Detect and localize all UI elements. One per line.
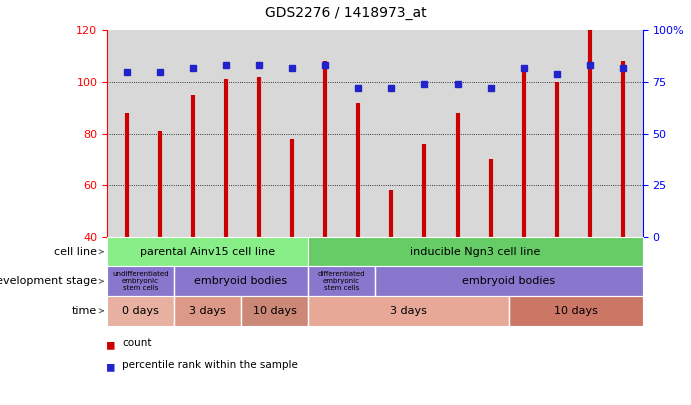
Text: 3 days: 3 days — [390, 306, 427, 316]
Bar — [308, 266, 375, 296]
Bar — [174, 266, 308, 296]
Text: inducible Ngn3 cell line: inducible Ngn3 cell line — [410, 247, 540, 257]
Text: 10 days: 10 days — [252, 306, 296, 316]
Text: development stage: development stage — [0, 276, 97, 286]
Bar — [308, 296, 509, 326]
Text: ■: ■ — [107, 338, 115, 351]
Text: differentiated
embryonic
stem cells: differentiated embryonic stem cells — [318, 271, 365, 291]
Text: ■: ■ — [107, 360, 115, 373]
Text: time: time — [71, 306, 97, 316]
Text: 10 days: 10 days — [553, 306, 598, 316]
Text: 3 days: 3 days — [189, 306, 226, 316]
Bar — [107, 296, 174, 326]
Bar — [107, 266, 174, 296]
Text: GDS2276 / 1418973_at: GDS2276 / 1418973_at — [265, 6, 426, 20]
Text: 0 days: 0 days — [122, 306, 159, 316]
Text: percentile rank within the sample: percentile rank within the sample — [122, 360, 299, 370]
Text: embryoid bodies: embryoid bodies — [194, 276, 287, 286]
Bar — [241, 296, 308, 326]
Bar — [174, 296, 241, 326]
Bar — [107, 237, 308, 266]
Text: count: count — [122, 338, 152, 348]
Text: cell line: cell line — [54, 247, 97, 257]
Bar — [308, 237, 643, 266]
Bar — [509, 296, 643, 326]
Text: undifferentiated
embryonic
stem cells: undifferentiated embryonic stem cells — [113, 271, 169, 291]
Text: embryoid bodies: embryoid bodies — [462, 276, 556, 286]
Text: parental Ainv15 cell line: parental Ainv15 cell line — [140, 247, 275, 257]
Bar — [375, 266, 643, 296]
